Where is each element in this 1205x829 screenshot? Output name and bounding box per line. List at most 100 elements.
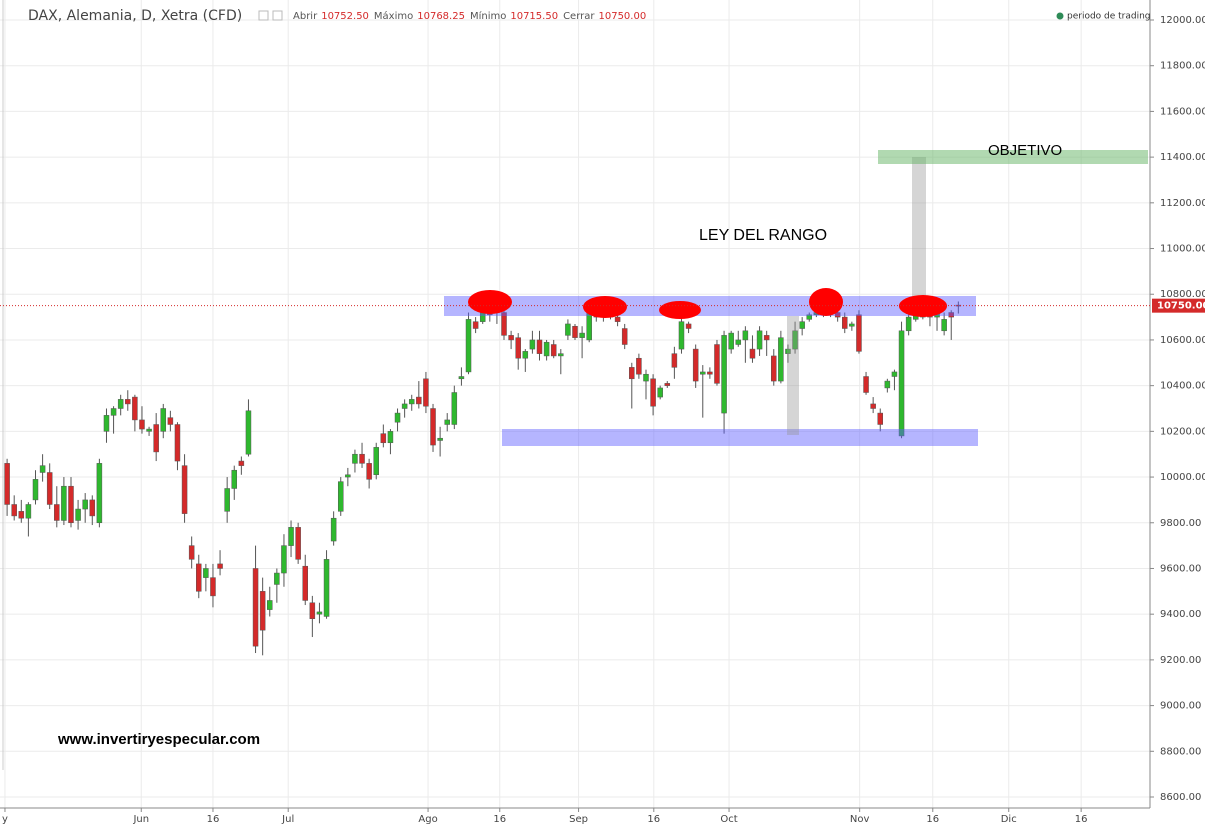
candle-body xyxy=(842,316,848,329)
candle-body xyxy=(891,371,898,377)
candle-body xyxy=(586,312,592,341)
y-tick-label: 9800.00 xyxy=(1160,518,1201,529)
candle-body xyxy=(614,316,621,322)
candle-body xyxy=(203,568,209,578)
x-tick-label: Ago xyxy=(418,814,437,825)
touch-marker xyxy=(583,296,627,318)
candle-body xyxy=(110,408,117,416)
drawings: LEY DEL RANGO OBJETIVO www.invertiryespe… xyxy=(57,142,1148,748)
ohlc-value: 10768.25 xyxy=(417,11,465,22)
ohlc-value: 10752.50 xyxy=(321,11,369,22)
candle-body xyxy=(96,463,103,524)
candle-body xyxy=(366,463,372,480)
candle-body xyxy=(884,380,891,389)
icon[interactable] xyxy=(272,10,283,21)
candle-body xyxy=(167,417,174,425)
candle-body xyxy=(373,447,379,476)
icon[interactable] xyxy=(258,10,269,21)
candle-body xyxy=(18,511,25,519)
candle-body xyxy=(337,481,344,512)
x-tick-label: y xyxy=(2,814,8,825)
candle-body xyxy=(288,527,294,546)
candle-body xyxy=(259,591,266,631)
candle-body xyxy=(508,335,514,341)
candle-body xyxy=(692,348,699,382)
candle-body xyxy=(316,611,323,615)
candle-body xyxy=(387,431,394,444)
y-tick-label: 10600.00 xyxy=(1160,335,1205,346)
x-tick-label: 16 xyxy=(1075,814,1088,825)
legend-dot xyxy=(1056,12,1064,20)
ohlc-label: Máximo xyxy=(374,10,413,22)
touch-marker xyxy=(809,288,843,316)
candle-body xyxy=(650,378,656,407)
candle-body xyxy=(82,499,88,510)
candle-body xyxy=(39,465,46,473)
candle-body xyxy=(749,348,756,359)
candle-body xyxy=(792,330,798,350)
candle-body xyxy=(721,335,727,414)
y-tick-label: 11200.00 xyxy=(1160,198,1205,209)
x-tick-label: 16 xyxy=(207,814,220,825)
x-tick-label: 16 xyxy=(647,814,660,825)
candle-body xyxy=(877,412,883,425)
candle-body xyxy=(572,325,578,338)
candle-body xyxy=(465,319,472,373)
candle-body xyxy=(309,602,316,619)
candle-body xyxy=(742,330,749,341)
x-tick-label: Jun xyxy=(132,814,149,825)
annotation: LEY DEL RANGO xyxy=(699,227,827,244)
candle-body xyxy=(54,504,60,521)
candle-body xyxy=(394,412,401,423)
ohlc-label: Mínimo xyxy=(470,10,506,22)
candle-body xyxy=(25,504,32,519)
candle-body xyxy=(181,465,188,514)
candle-body xyxy=(174,424,181,462)
candle-body xyxy=(416,396,422,405)
candle-body xyxy=(458,376,465,380)
range-bottom-zone xyxy=(502,429,978,446)
y-tick-label: 10000.00 xyxy=(1160,472,1205,483)
y-tick-label: 9200.00 xyxy=(1160,655,1201,666)
x-tick-label: Nov xyxy=(850,814,870,825)
candle-body xyxy=(657,387,663,398)
touch-marker xyxy=(468,290,512,314)
candle-body xyxy=(32,479,39,501)
candle-body xyxy=(501,312,507,336)
y-tick-label: 8800.00 xyxy=(1160,746,1201,757)
candle-body xyxy=(621,328,628,345)
candle-body xyxy=(472,321,479,329)
candle-body xyxy=(210,577,216,597)
candle-body xyxy=(11,504,17,517)
candle-body xyxy=(870,403,876,409)
x-tick-label: 16 xyxy=(493,814,506,825)
candle-body xyxy=(948,312,954,318)
candle-body xyxy=(401,403,408,409)
touch-marker xyxy=(899,295,947,317)
candle-body xyxy=(302,565,308,601)
candle-body xyxy=(905,316,912,332)
candle-body xyxy=(359,453,365,464)
range-top-zone xyxy=(444,296,976,316)
candle-body xyxy=(849,323,855,327)
candle-body xyxy=(330,517,337,542)
candle-body xyxy=(756,330,763,350)
x-tick-label: 16 xyxy=(926,814,939,825)
candle-body xyxy=(231,469,238,489)
candle-body xyxy=(352,453,358,464)
candle-body xyxy=(941,319,947,332)
candle-body xyxy=(89,499,96,517)
candle-body xyxy=(863,376,869,393)
candle-body xyxy=(132,396,138,421)
candle-body xyxy=(536,339,543,354)
y-tick-label: 10200.00 xyxy=(1160,426,1205,437)
last-price-label: 10750.00 xyxy=(1157,301,1205,312)
candle-body xyxy=(664,383,671,386)
candle-body xyxy=(629,367,635,380)
candle-body xyxy=(68,485,74,524)
candle-body xyxy=(153,424,159,453)
legend-label: periodo de trading xyxy=(1067,12,1151,22)
watermark: www.invertiryespecular.com xyxy=(57,731,260,748)
candle-body xyxy=(451,392,458,425)
